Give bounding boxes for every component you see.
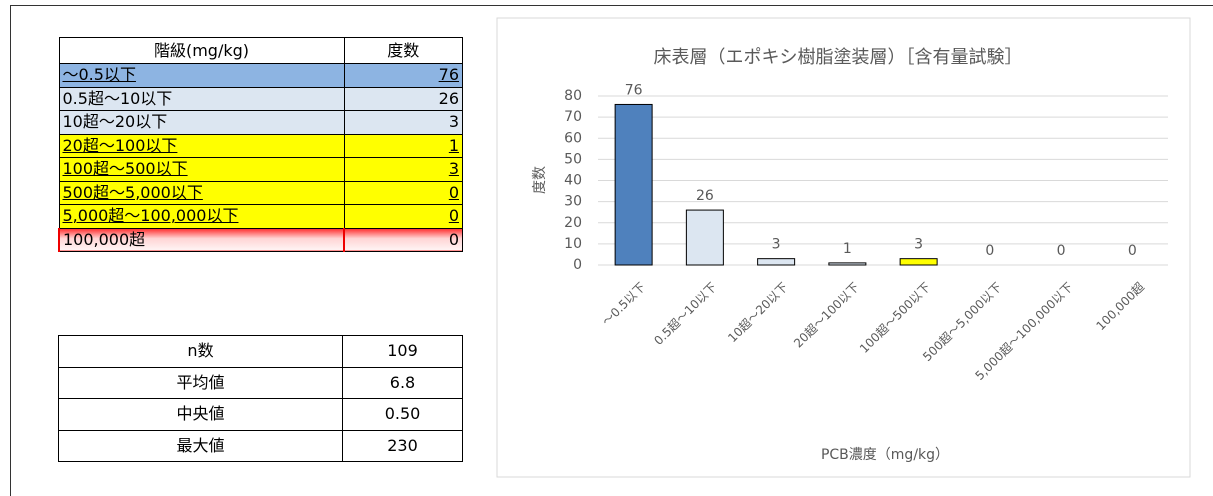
- table-cell: 26: [343, 86, 463, 111]
- data-label: 3: [772, 237, 781, 253]
- frequency-table: 階級(mg/kg) 度数 ～0.5以下 76 0.5超～10以下 26 10超～20以下 3 2…: [58, 37, 463, 252]
- bar: [828, 262, 867, 266]
- y-tick-label: 70: [564, 109, 582, 125]
- table-row: ～0.5以下 76: [58, 63, 463, 88]
- table-cell: 20超～100以下: [58, 133, 345, 158]
- bar: [685, 209, 724, 266]
- bar: [757, 258, 796, 266]
- table-row: 10超～20以下 3: [58, 110, 463, 135]
- table-cell: ～0.5以下: [58, 63, 345, 88]
- y-tick-label: 40: [564, 173, 582, 189]
- y-tick-label: 20: [564, 215, 582, 231]
- table-row: 100,000超 0: [58, 227, 463, 252]
- table-cell: 100,000超: [58, 227, 345, 252]
- frame: [10, 5, 1213, 496]
- table-row: 100超～500以下 3: [58, 157, 463, 182]
- table-row: 中央値 0.50: [58, 398, 463, 431]
- y-tick-label: 60: [564, 130, 582, 146]
- table-cell: 1: [343, 133, 463, 158]
- y-tick-label: 0: [573, 257, 582, 273]
- table-row: 平均値 6.8: [58, 366, 463, 399]
- table-cell: 500超～5,000以下: [58, 180, 345, 205]
- table-cell: 3: [343, 110, 463, 135]
- table-cell: 230: [342, 429, 463, 462]
- header-cell: 階級(mg/kg): [58, 37, 345, 64]
- data-label: 76: [625, 82, 643, 98]
- table-row: 0.5超～10以下 26: [58, 86, 463, 111]
- table-cell: 76: [343, 63, 463, 88]
- header-cell: 度数: [343, 37, 463, 64]
- stats-table: n数 109 平均値 6.8 中央値 0.50 最大値 230: [58, 335, 463, 462]
- bar: [899, 258, 938, 266]
- y-tick-label: 10: [564, 236, 582, 252]
- table-row: 最大値 230: [58, 429, 463, 462]
- header-row: 階級(mg/kg) 度数: [58, 37, 463, 64]
- data-label: 26: [696, 188, 714, 204]
- chart-frame: [496, 17, 1191, 478]
- data-label: 0: [985, 243, 994, 259]
- data-label: 0: [1128, 243, 1137, 259]
- y-tick-label: 50: [564, 151, 582, 167]
- y-axis-label: 度数: [532, 166, 548, 194]
- table-row: n数 109: [58, 335, 463, 368]
- table-cell: 0.5超～10以下: [58, 86, 345, 111]
- data-label: 0: [1057, 243, 1066, 259]
- table-cell: 5,000超～100,000以下: [58, 204, 345, 229]
- y-tick-label: 30: [564, 194, 582, 210]
- bar: [614, 103, 653, 266]
- table-row: 500超～5,000以下 0: [58, 180, 463, 205]
- table-row: 5,000超～100,000以下 0: [58, 204, 463, 229]
- data-label: 3: [914, 237, 923, 253]
- table-cell: 100超～500以下: [58, 157, 345, 182]
- data-label: 1: [843, 241, 852, 257]
- table-cell: 0: [343, 227, 463, 252]
- table-cell: n数: [58, 335, 343, 368]
- table-cell: 109: [342, 335, 463, 368]
- table-cell: 3: [343, 157, 463, 182]
- y-tick-label: 80: [564, 88, 582, 104]
- table-cell: 最大値: [58, 429, 343, 462]
- x-axis-label: PCB濃度（mg/kg）: [821, 447, 949, 463]
- table-cell: 0: [343, 180, 463, 205]
- chart-title: 床表層（エポキシ樹脂塗装層）［含有量試験］: [654, 46, 1023, 68]
- table-row: 20超～100以下 1: [58, 133, 463, 158]
- table-cell: 10超～20以下: [58, 110, 345, 135]
